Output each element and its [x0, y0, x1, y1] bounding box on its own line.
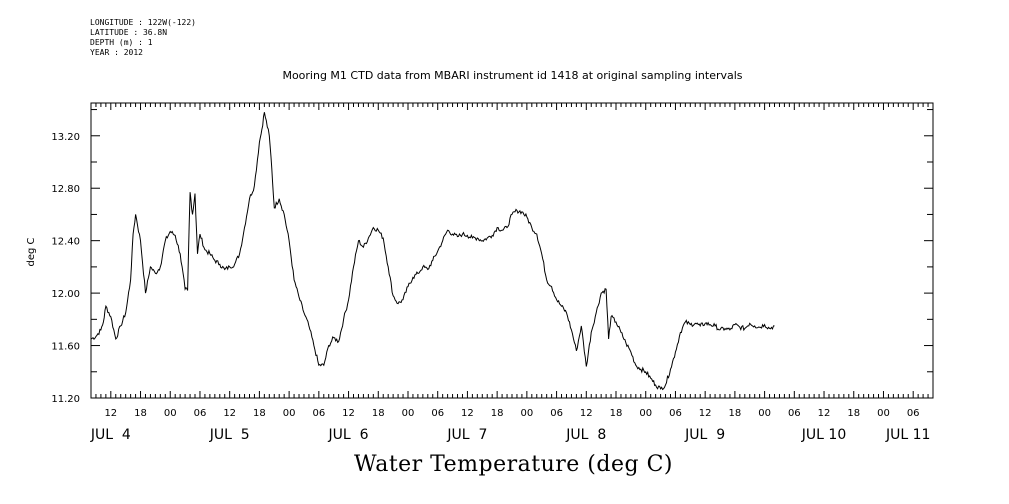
x-hour-label: 18 — [847, 408, 860, 419]
y-axis-label: deg C — [26, 237, 37, 266]
x-hour-label: 18 — [253, 408, 266, 419]
x-day-label: JUL 5 — [209, 427, 250, 443]
x-hour-label: 12 — [104, 408, 117, 419]
location-metadata: LONGITUDE : 122W(-122) LATITUDE : 36.8N … — [90, 18, 196, 58]
plot-frame — [90, 102, 934, 399]
x-hour-label: 00 — [164, 408, 177, 419]
x-hour-label: 12 — [818, 408, 831, 419]
y-tick-label: 12.80 — [51, 184, 80, 195]
x-hour-label: 12 — [342, 408, 355, 419]
x-day-label: JUL 10 — [801, 427, 846, 443]
longitude-label: LONGITUDE : 122W(-122) — [90, 18, 196, 27]
x-hour-label: 00 — [402, 408, 415, 419]
x-axis-title-wrap: Water Temperature (deg C) — [0, 452, 1009, 477]
x-hour-label: 18 — [134, 408, 147, 419]
x-day-label: JUL 8 — [565, 427, 606, 443]
x-hour-label: 12 — [461, 408, 474, 419]
x-hour-label: 00 — [877, 408, 890, 419]
x-hour-label: 18 — [491, 408, 504, 419]
x-hour-label: 06 — [312, 408, 325, 419]
x-hour-label: 00 — [520, 408, 533, 419]
y-tick-label: 11.60 — [51, 342, 80, 353]
x-day-label: JUL 7 — [446, 427, 487, 443]
year-label: YEAR : 2012 — [90, 48, 143, 57]
x-day-label: JUL 9 — [684, 427, 725, 443]
x-axis-title: Water Temperature (deg C) — [354, 452, 673, 477]
x-hour-label: 00 — [639, 408, 652, 419]
x-hour-label: 06 — [788, 408, 801, 419]
chart-title-wrap: Mooring M1 CTD data from MBARI instrumen… — [0, 69, 1009, 82]
x-hour-label: 06 — [431, 408, 444, 419]
temperature-series-line — [90, 112, 775, 391]
x-hour-label: 06 — [550, 408, 563, 419]
latitude-label: LATITUDE : 36.8N — [90, 28, 168, 37]
x-hour-label: 12 — [699, 408, 712, 419]
x-day-label: JUL 4 — [90, 427, 131, 443]
x-hour-label: 12 — [580, 408, 593, 419]
x-hour-label: 12 — [223, 408, 236, 419]
y-tick-label: 11.20 — [51, 394, 80, 405]
x-hour-label: 18 — [610, 408, 623, 419]
y-tick-label: 12.40 — [51, 237, 80, 248]
x-hour-label: 18 — [372, 408, 385, 419]
x-day-label: JUL 6 — [328, 427, 369, 443]
x-hour-label: 18 — [729, 408, 742, 419]
chart-title: Mooring M1 CTD data from MBARI instrumen… — [282, 69, 743, 82]
y-tick-label: 12.00 — [51, 289, 80, 300]
y-tick-label: 13.20 — [51, 132, 80, 143]
x-hour-label: 00 — [283, 408, 296, 419]
x-hour-label: 06 — [669, 408, 682, 419]
x-hour-label: 06 — [194, 408, 207, 419]
x-hour-label: 06 — [907, 408, 920, 419]
x-hour-label: 00 — [758, 408, 771, 419]
depth-label: DEPTH (m) : 1 — [90, 38, 153, 47]
x-day-label: JUL 11 — [885, 427, 930, 443]
